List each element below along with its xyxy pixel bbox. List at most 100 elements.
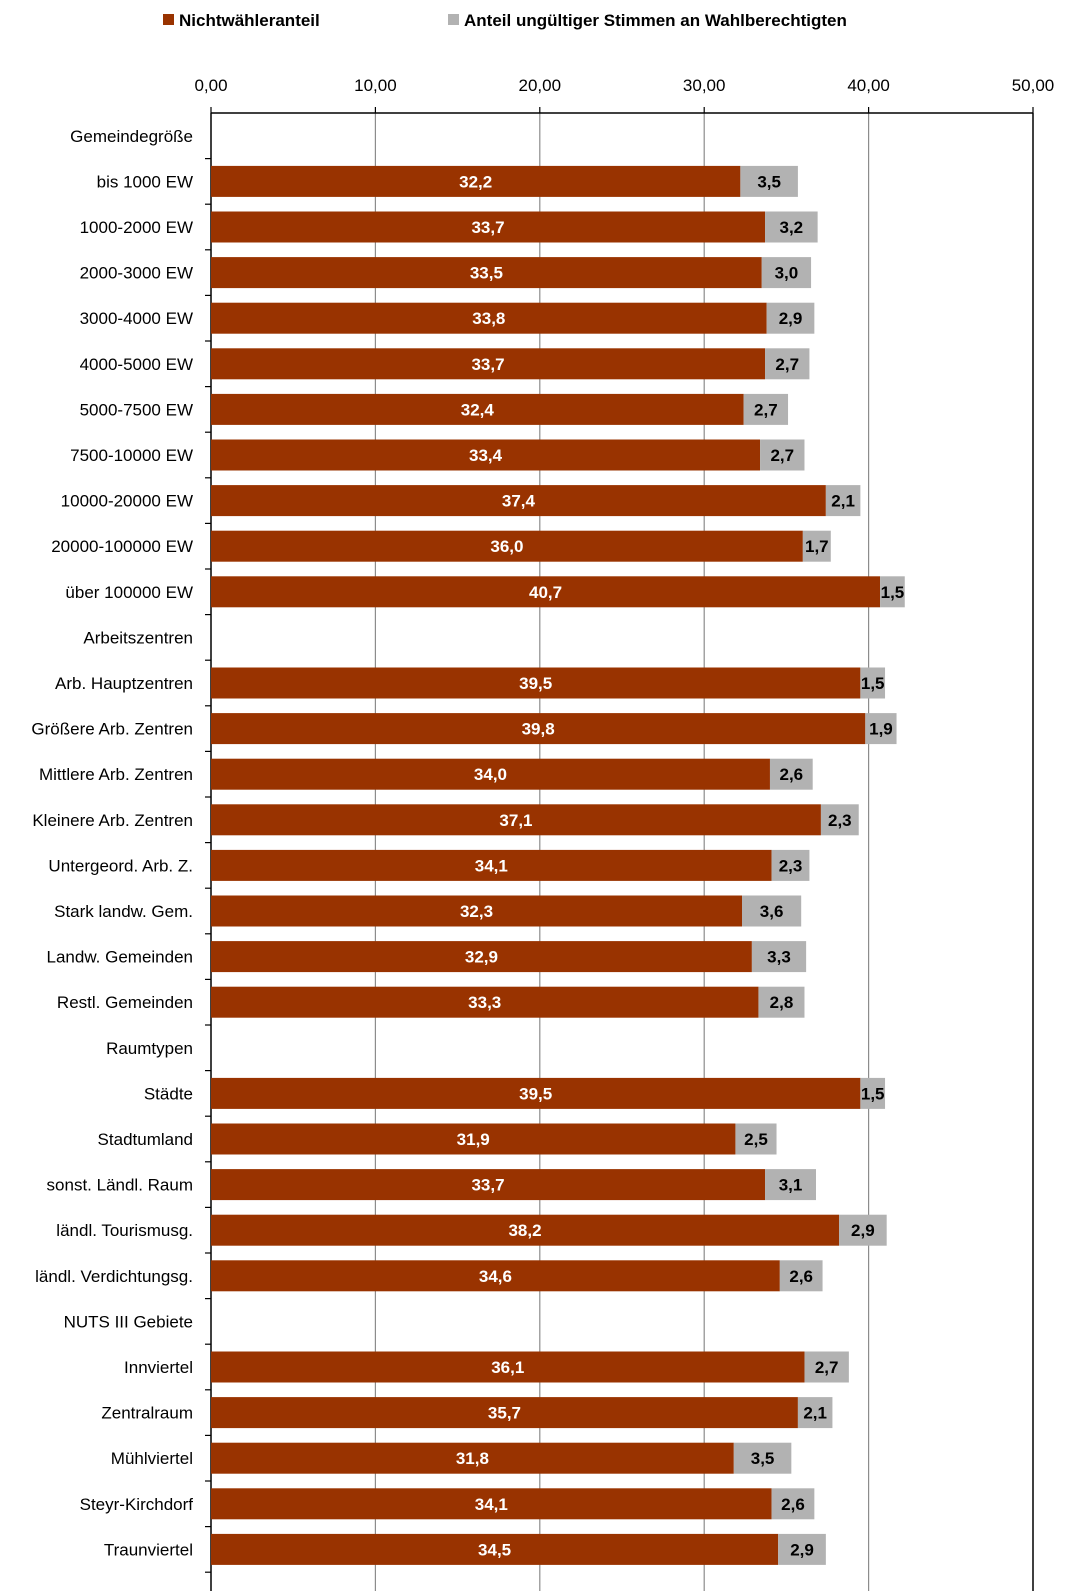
bar-nichtwaehleranteil <box>211 1077 861 1109</box>
data-label-nichtwaehleranteil: 32,2 <box>459 172 492 191</box>
bar-ungueltige-stimmen <box>880 576 905 608</box>
bar-nichtwaehleranteil <box>211 485 826 517</box>
data-label-nichtwaehleranteil: 34,1 <box>475 856 508 875</box>
data-label-nichtwaehleranteil: 37,1 <box>499 811 532 830</box>
bar-nichtwaehleranteil <box>211 849 772 881</box>
bar-ungueltige-stimmen <box>865 713 897 745</box>
data-label-ungueltige-stimmen: 2,6 <box>789 1267 813 1286</box>
data-label-nichtwaehleranteil: 32,4 <box>461 400 495 419</box>
legend-swatch-ungueltige-stimmen <box>448 14 459 25</box>
data-label-ungueltige-stimmen: 2,9 <box>779 309 803 328</box>
bar-ungueltige-stimmen <box>825 485 861 517</box>
x-tick-label: 0,00 <box>194 76 227 95</box>
data-label-ungueltige-stimmen: 1,5 <box>861 674 885 693</box>
bar-ungueltige-stimmen <box>760 439 805 471</box>
bar-nichtwaehleranteil <box>211 1533 779 1565</box>
data-label-nichtwaehleranteil: 40,7 <box>529 583 562 602</box>
data-label-ungueltige-stimmen: 1,7 <box>805 537 829 556</box>
data-label-nichtwaehleranteil: 36,1 <box>491 1358 524 1377</box>
category-label: 3000-4000 EW <box>80 309 193 328</box>
data-label-ungueltige-stimmen: 3,2 <box>780 218 804 237</box>
data-label-ungueltige-stimmen: 2,1 <box>831 492 855 511</box>
data-label-nichtwaehleranteil: 33,7 <box>471 1176 504 1195</box>
category-label: Raumtypen <box>106 1039 193 1058</box>
bar-ungueltige-stimmen <box>751 941 807 973</box>
category-label: 7500-10000 EW <box>70 446 193 465</box>
category-label: Untergeord. Arb. Z. <box>48 856 193 875</box>
bar-nichtwaehleranteil <box>211 758 770 790</box>
bar-nichtwaehleranteil <box>211 1488 772 1520</box>
data-label-ungueltige-stimmen: 3,6 <box>760 902 784 921</box>
bar-ungueltige-stimmen <box>765 1169 816 1201</box>
bar-nichtwaehleranteil <box>211 941 752 973</box>
bar-ungueltige-stimmen <box>804 1351 849 1383</box>
x-tick-label: 30,00 <box>683 76 726 95</box>
bars: 32,2 3,5 33,7 3,2 33,5 3,0 33,8 2,9 33,7 2,7 32,4 2… <box>211 165 905 1565</box>
data-label-ungueltige-stimmen: 3,3 <box>767 948 791 967</box>
legend-label-ungueltige-stimmen: Anteil ungültiger Stimmen an Wahlberecht… <box>464 11 847 30</box>
data-label-ungueltige-stimmen: 2,3 <box>779 856 803 875</box>
bar-nichtwaehleranteil <box>211 348 766 380</box>
data-label-nichtwaehleranteil: 34,1 <box>475 1495 508 1514</box>
bar-nichtwaehleranteil <box>211 1260 780 1292</box>
bar-nichtwaehleranteil <box>211 986 759 1018</box>
bar-nichtwaehleranteil <box>211 1214 840 1246</box>
category-label: Steyr-Kirchdorf <box>80 1495 194 1514</box>
data-label-ungueltige-stimmen: 2,6 <box>781 1495 805 1514</box>
category-label: Mittlere Arb. Zentren <box>39 765 193 784</box>
category-label: Innviertel <box>124 1358 193 1377</box>
data-label-ungueltige-stimmen: 2,9 <box>851 1221 875 1240</box>
bar-nichtwaehleranteil <box>211 530 803 562</box>
data-label-nichtwaehleranteil: 32,3 <box>460 902 493 921</box>
bar-nichtwaehleranteil <box>211 1442 734 1474</box>
data-label-ungueltige-stimmen: 2,7 <box>775 355 799 374</box>
bar-ungueltige-stimmen <box>733 1442 792 1474</box>
data-label-nichtwaehleranteil: 33,4 <box>469 446 503 465</box>
bar-ungueltige-stimmen <box>761 257 812 289</box>
bar-ungueltige-stimmen <box>743 393 789 425</box>
data-label-nichtwaehleranteil: 34,6 <box>479 1267 512 1286</box>
data-label-nichtwaehleranteil: 34,5 <box>478 1540 511 1559</box>
category-label: bis 1000 EW <box>97 172 193 191</box>
x-tick-label: 40,00 <box>847 76 890 95</box>
data-label-nichtwaehleranteil: 33,5 <box>470 264 503 283</box>
category-label: Gemeindegröße <box>70 127 193 146</box>
bar-ungueltige-stimmen <box>740 165 798 197</box>
category-labels: Gemeindegröße bis 1000 EW 1000-2000 EW 2000… <box>31 127 193 1560</box>
data-label-ungueltige-stimmen: 2,7 <box>754 400 778 419</box>
category-label: 20000-100000 EW <box>51 537 193 556</box>
bar-nichtwaehleranteil <box>211 895 743 927</box>
bar-ungueltige-stimmen <box>778 1533 826 1565</box>
data-label-nichtwaehleranteil: 31,8 <box>456 1449 489 1468</box>
legend-swatch-nichtwaehleranteil <box>163 14 174 25</box>
category-label: Landw. Gemeinden <box>47 948 194 967</box>
data-label-ungueltige-stimmen: 3,5 <box>751 1449 775 1468</box>
x-axis-ticks: 0,00 10,00 20,00 30,00 40,00 50,00 <box>194 76 1055 1573</box>
bar-nichtwaehleranteil <box>211 1123 736 1155</box>
category-label: 4000-5000 EW <box>80 355 193 374</box>
bar-nichtwaehleranteil <box>211 667 861 699</box>
data-label-nichtwaehleranteil: 33,7 <box>471 218 504 237</box>
bar-nichtwaehleranteil <box>211 713 866 745</box>
data-label-nichtwaehleranteil: 39,8 <box>522 720 555 739</box>
category-label: 10000-20000 EW <box>61 492 193 511</box>
bar-nichtwaehleranteil <box>211 576 881 608</box>
data-label-nichtwaehleranteil: 36,0 <box>490 537 523 556</box>
data-label-ungueltige-stimmen: 3,0 <box>775 264 799 283</box>
bar-nichtwaehleranteil <box>211 439 761 471</box>
bar-nichtwaehleranteil <box>211 1397 798 1429</box>
bar-nichtwaehleranteil <box>211 804 821 836</box>
data-label-nichtwaehleranteil: 31,9 <box>457 1130 490 1149</box>
data-label-nichtwaehleranteil: 33,3 <box>468 993 501 1012</box>
data-label-ungueltige-stimmen: 2,8 <box>770 993 794 1012</box>
data-label-nichtwaehleranteil: 33,8 <box>472 309 505 328</box>
bar-ungueltige-stimmen <box>766 302 815 334</box>
category-label: Stark landw. Gem. <box>54 902 193 921</box>
bar-ungueltige-stimmen <box>735 1123 777 1155</box>
bar-ungueltige-stimmen <box>771 849 810 881</box>
category-label: Städte <box>144 1084 193 1103</box>
bar-ungueltige-stimmen <box>860 1077 886 1109</box>
x-tick-label: 50,00 <box>1012 76 1055 95</box>
bar-nichtwaehleranteil <box>211 211 766 243</box>
